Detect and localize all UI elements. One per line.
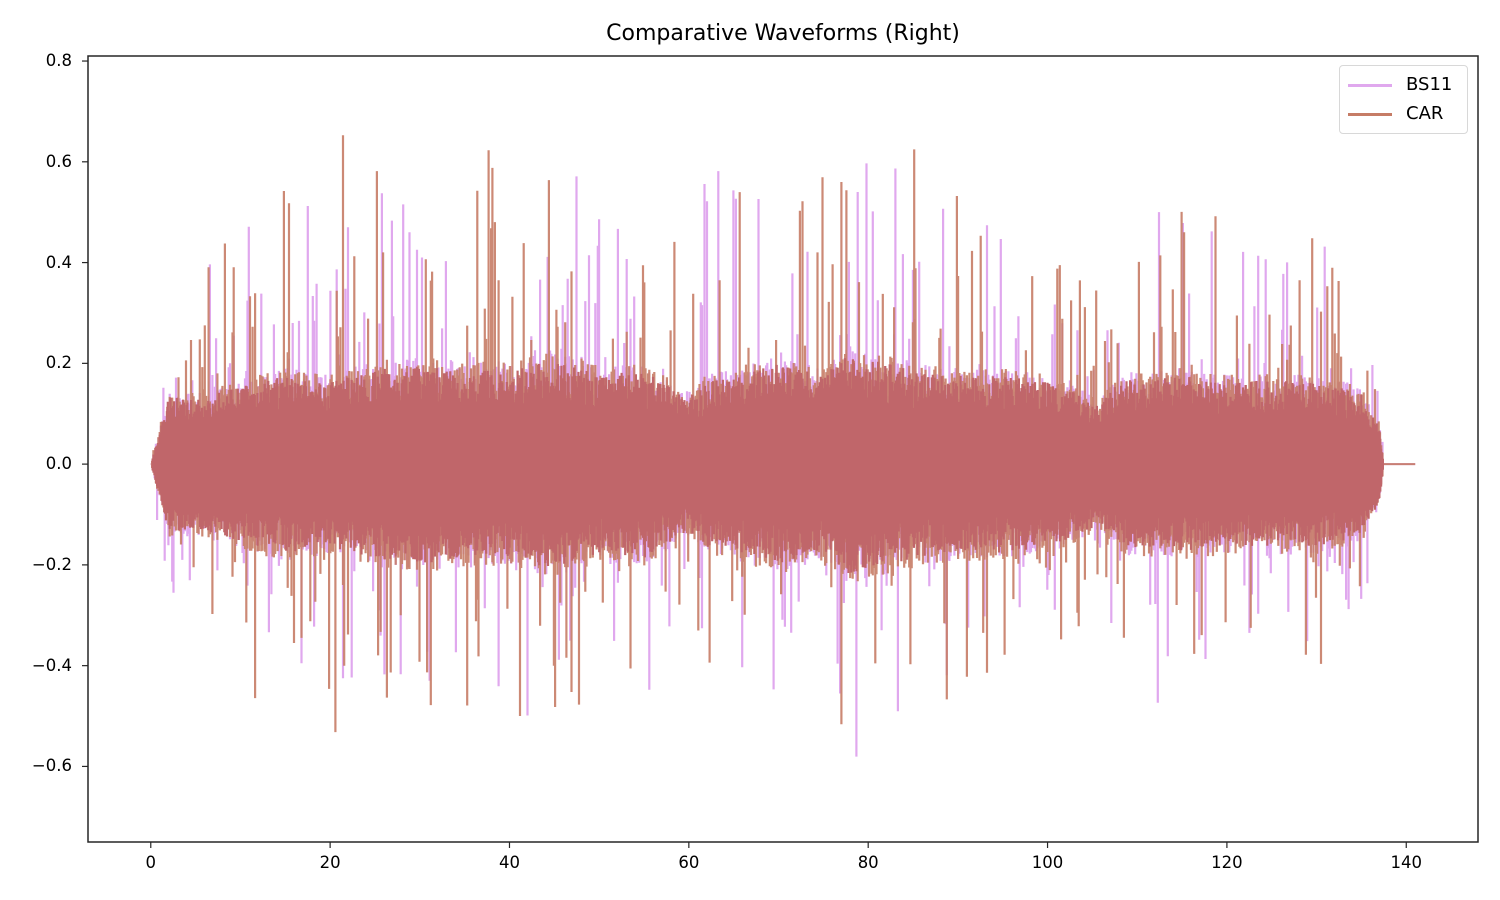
legend-line-bs11 <box>1348 84 1392 87</box>
x-tick-label: 120 <box>1211 853 1243 872</box>
y-tick-label: 0.4 <box>45 252 72 272</box>
waveform-overlap <box>151 358 1384 573</box>
y-tick-label: −0.6 <box>31 756 72 776</box>
y-axis-ticks <box>82 60 88 768</box>
y-tick-label: −0.4 <box>31 655 72 675</box>
x-axis-ticks <box>150 842 1407 848</box>
chart-title: Comparative Waveforms (Right) <box>606 21 960 46</box>
x-tick-label: 20 <box>319 853 341 872</box>
legend-label: CAR <box>1406 103 1444 124</box>
x-tick-label: 140 <box>1390 853 1423 872</box>
waveform-group <box>150 135 1416 757</box>
y-tick-label: 0.6 <box>45 151 72 171</box>
y-tick-label: −0.2 <box>31 554 72 574</box>
y-tick-label: 0.8 <box>45 51 72 71</box>
x-tick-label: 80 <box>857 853 879 872</box>
legend-item-car: CAR <box>1340 102 1467 126</box>
legend: BS11 CAR <box>1339 65 1468 134</box>
legend-line-car <box>1348 113 1392 116</box>
axes-frame <box>87 55 1479 843</box>
legend-item-bs11: BS11 <box>1340 73 1467 97</box>
x-tick-label: 40 <box>498 853 520 872</box>
legend-label: BS11 <box>1406 74 1453 95</box>
y-tick-label: 0.2 <box>45 353 72 373</box>
y-tick-label: 0.0 <box>45 454 72 474</box>
x-tick-label: 100 <box>1031 853 1064 872</box>
x-tick-label: 0 <box>145 853 157 872</box>
x-tick-label: 60 <box>678 853 700 872</box>
